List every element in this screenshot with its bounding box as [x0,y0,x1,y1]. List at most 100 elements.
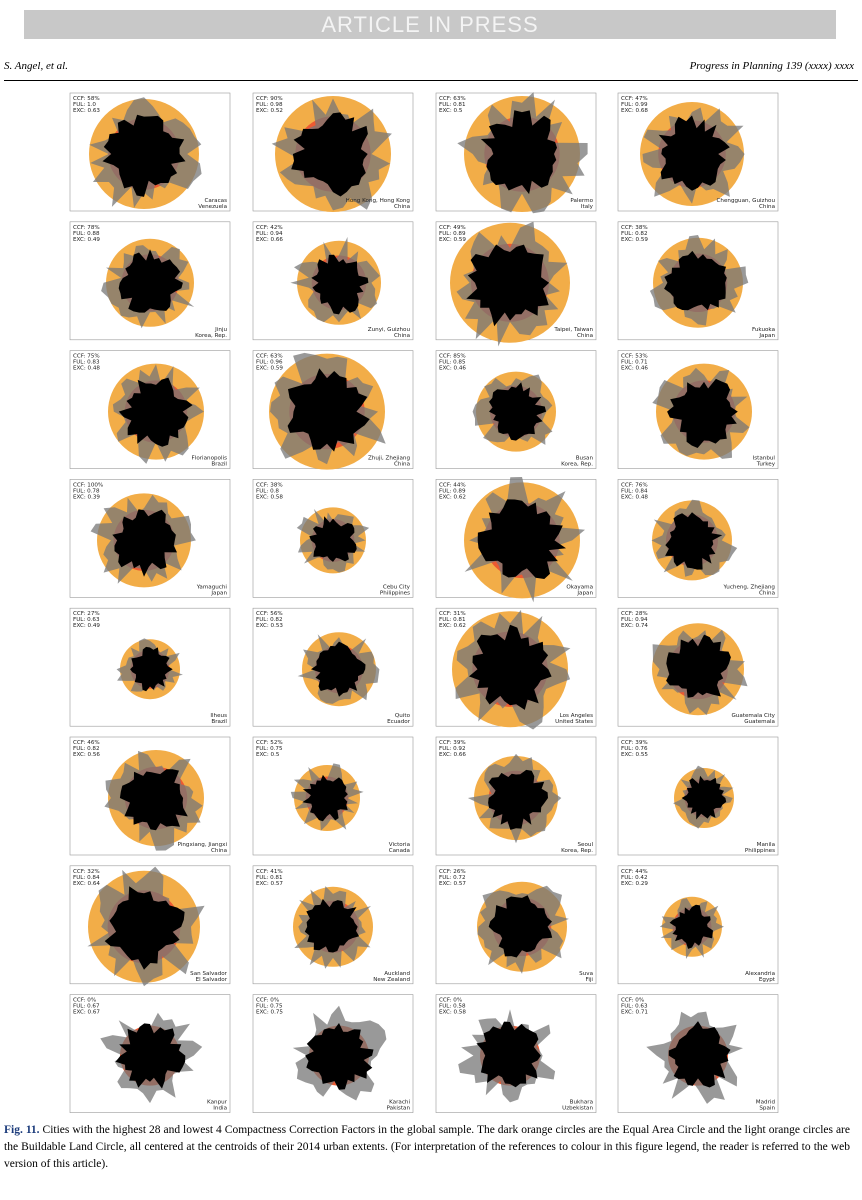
ccf-label: CCF: 52% [256,740,283,746]
country-label: Spain [759,1106,775,1112]
urban-extent [488,895,553,958]
city-label: Bukhara [570,1100,593,1106]
country-label: Japan [210,590,227,596]
urban-extent [112,509,177,577]
exc-label: EXC: 0.46 [439,366,466,372]
ful-label: FUL: 0.89 [439,231,466,237]
urban-extent [104,886,185,970]
urban-extent [681,775,727,820]
city-label: Cebu City [383,584,411,590]
country-label: China [394,204,410,210]
country-label: Venezuela [198,204,227,210]
country-label: Philippines [380,590,410,596]
city-label: Busan [576,456,594,462]
exc-label: EXC: 0.5 [256,752,280,758]
exc-label: EXC: 0.62 [439,623,466,629]
exc-label: EXC: 0.49 [73,237,100,243]
urban-extent [311,254,369,315]
exc-label: EXC: 0.57 [439,881,466,887]
ccf-label: CCF: 56% [256,611,283,617]
ccf-label: CCF: 26% [439,869,466,875]
ful-label: FUL: 0.81 [439,102,466,108]
city-label: Kanpur [207,1100,228,1106]
country-label: India [213,1106,227,1112]
ful-label: FUL: 0.92 [439,746,466,752]
caption: Fig. 11. Cities with the highest 28 and … [4,1122,850,1173]
urban-extent [302,774,348,822]
urban-extent [658,115,730,191]
city-label: Chengguan, Guizhou [717,198,776,204]
city-label: Fukuoka [752,327,775,333]
exc-label: EXC: 0.59 [621,237,648,243]
ccf-label: CCF: 75% [73,354,100,360]
ful-label: FUL: 0.75 [256,1004,283,1010]
urban-extent [305,1023,374,1090]
exc-label: EXC: 0.53 [256,623,283,629]
urban-extent [291,112,368,197]
ccf-label: CCF: 32% [73,869,100,875]
country-label: New Zealand [373,977,410,983]
ccf-label: CCF: 63% [439,96,466,102]
ful-label: FUL: 0.82 [256,617,283,623]
ccf-label: CCF: 38% [256,482,283,488]
ccf-label: CCF: 41% [256,869,283,875]
country-label: Guatemala [744,719,775,725]
ccf-label: CCF: 44% [439,482,466,488]
ccf-label: CCF: 31% [439,611,466,617]
urban-extent [476,1021,541,1088]
country-label: Brazil [211,719,227,725]
urban-extent [309,516,357,562]
ful-label: FUL: 0.81 [439,617,466,623]
exc-label: EXC: 0.58 [439,1010,466,1016]
authors: S. Angel, et al. [4,60,68,72]
country-label: Korea, Rep. [561,848,593,854]
ccf-label: CCF: 44% [621,869,648,875]
ccf-label: CCF: 39% [439,740,466,746]
city-label: Quito [395,713,411,719]
country-label: Italy [581,204,594,210]
rule [4,80,858,81]
ccf-label: CCF: 0% [256,998,279,1004]
exc-label: EXC: 0.48 [621,494,648,500]
ccf-label: CCF: 0% [621,998,644,1004]
ful-label: FUL: 0.85 [439,360,466,366]
urban-extent [480,110,557,195]
country-label: Korea, Rep. [561,462,593,468]
urban-extent [469,624,552,710]
caption-label: Fig. 11. [4,1124,40,1136]
city-label: Zunyi, Guizhou [368,327,411,333]
urban-extent [489,382,547,441]
ful-label: FUL: 0.99 [621,102,648,108]
urban-extent [488,769,548,830]
ful-label: FUL: 0.82 [621,231,648,237]
ccf-label: CCF: 76% [621,482,648,488]
exc-label: EXC: 0.56 [73,752,100,758]
ccf-label: CCF: 39% [621,740,648,746]
ccf-label: CCF: 38% [621,225,648,231]
ccf-label: CCF: 0% [439,998,462,1004]
exc-label: EXC: 0.75 [256,1010,283,1016]
exc-label: EXC: 0.62 [439,494,466,500]
ful-label: FUL: 0.98 [256,102,283,108]
city-label: Yucheng, Zhejiang [723,584,776,590]
exc-label: EXC: 0.46 [621,366,648,372]
ful-label: FUL: 0.89 [439,488,466,494]
exc-label: EXC: 0.66 [256,237,283,243]
ful-label: FUL: 0.82 [73,746,100,752]
